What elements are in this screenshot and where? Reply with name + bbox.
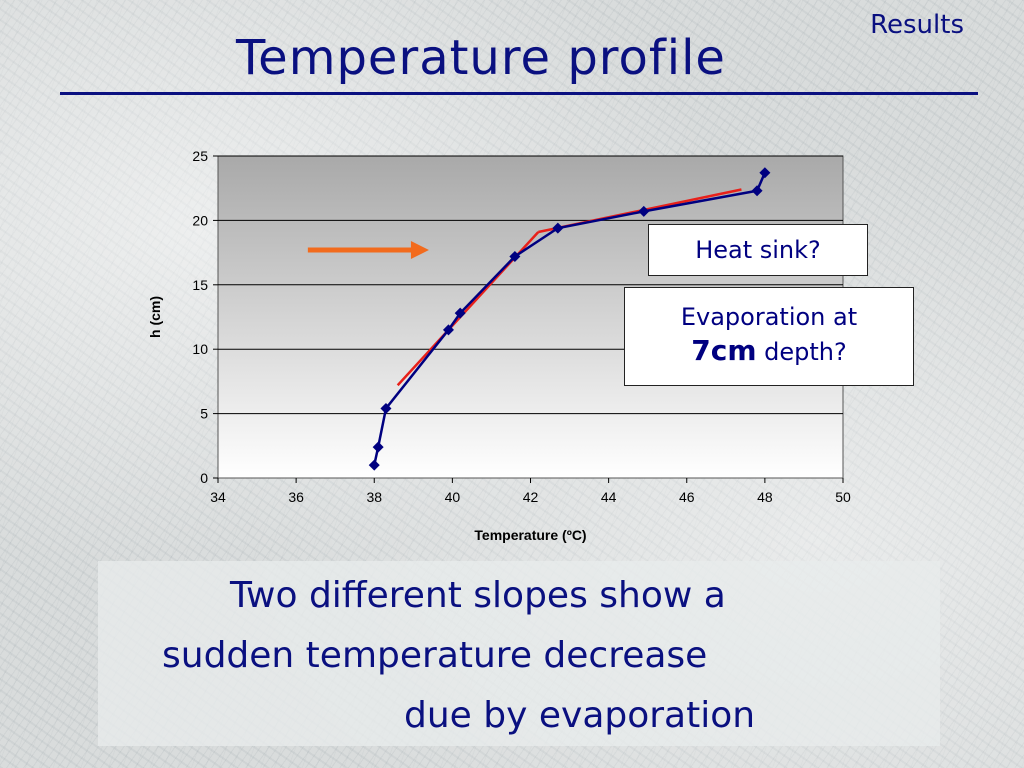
x-tick-labels: 34 36 38 40 42 44 46 48 50 [210, 478, 851, 505]
x-tick-36: 36 [288, 489, 304, 505]
data-series [368, 167, 771, 471]
slide-title: Temperature profile [236, 30, 726, 86]
evaporation-callout: Evaporation at 7cm depth? [624, 287, 914, 386]
x-tick-50: 50 [835, 489, 851, 505]
y-tick-labels: 0 5 10 15 20 25 [192, 148, 218, 486]
x-tick-48: 48 [757, 489, 773, 505]
data-point-5 [454, 307, 466, 319]
data-point-8 [638, 205, 650, 217]
conclusion-line-2: sudden temperature decrease [162, 635, 708, 676]
heat-sink-callout: Heat sink? [648, 224, 868, 276]
data-point-2 [372, 441, 384, 453]
x-tick-34: 34 [210, 489, 226, 505]
heat-sink-arrow [307, 241, 429, 260]
y-tick-15: 15 [192, 277, 208, 293]
arrow-head [410, 241, 429, 260]
data-point-7 [552, 222, 564, 234]
evaporation-callout-rest: depth? [756, 338, 847, 366]
x-tick-46: 46 [679, 489, 695, 505]
evaporation-callout-line1: Evaporation at [680, 303, 858, 331]
conclusion-line-1: Two different slopes show a [230, 575, 726, 616]
data-point-4 [442, 324, 454, 336]
x-tick-40: 40 [445, 489, 461, 505]
section-label: Results [870, 10, 964, 40]
y-tick-25: 25 [192, 148, 208, 164]
data-point-1 [368, 459, 380, 471]
x-axis-label: Temperature (ºC) [474, 527, 586, 543]
conclusion-box: Two different slopes show a sudden tempe… [98, 561, 940, 746]
y-tick-0: 0 [200, 470, 208, 486]
y-tick-20: 20 [192, 212, 208, 228]
conclusion-line-3: due by evaporation [404, 695, 756, 736]
x-tick-38: 38 [366, 489, 382, 505]
evaporation-callout-line2: 7cm depth? [625, 334, 913, 369]
y-tick-10: 10 [192, 341, 208, 357]
series-line [373, 172, 767, 466]
title-underline [60, 92, 978, 95]
data-point-10 [759, 167, 771, 179]
data-point-9 [751, 185, 763, 197]
y-axis-label: h (cm) [147, 296, 163, 338]
evaporation-depth: 7cm [691, 334, 757, 367]
data-point-6 [509, 250, 521, 262]
x-tick-44: 44 [601, 489, 617, 505]
x-tick-42: 42 [523, 489, 539, 505]
y-tick-5: 5 [200, 406, 208, 422]
data-point-3 [380, 402, 392, 414]
